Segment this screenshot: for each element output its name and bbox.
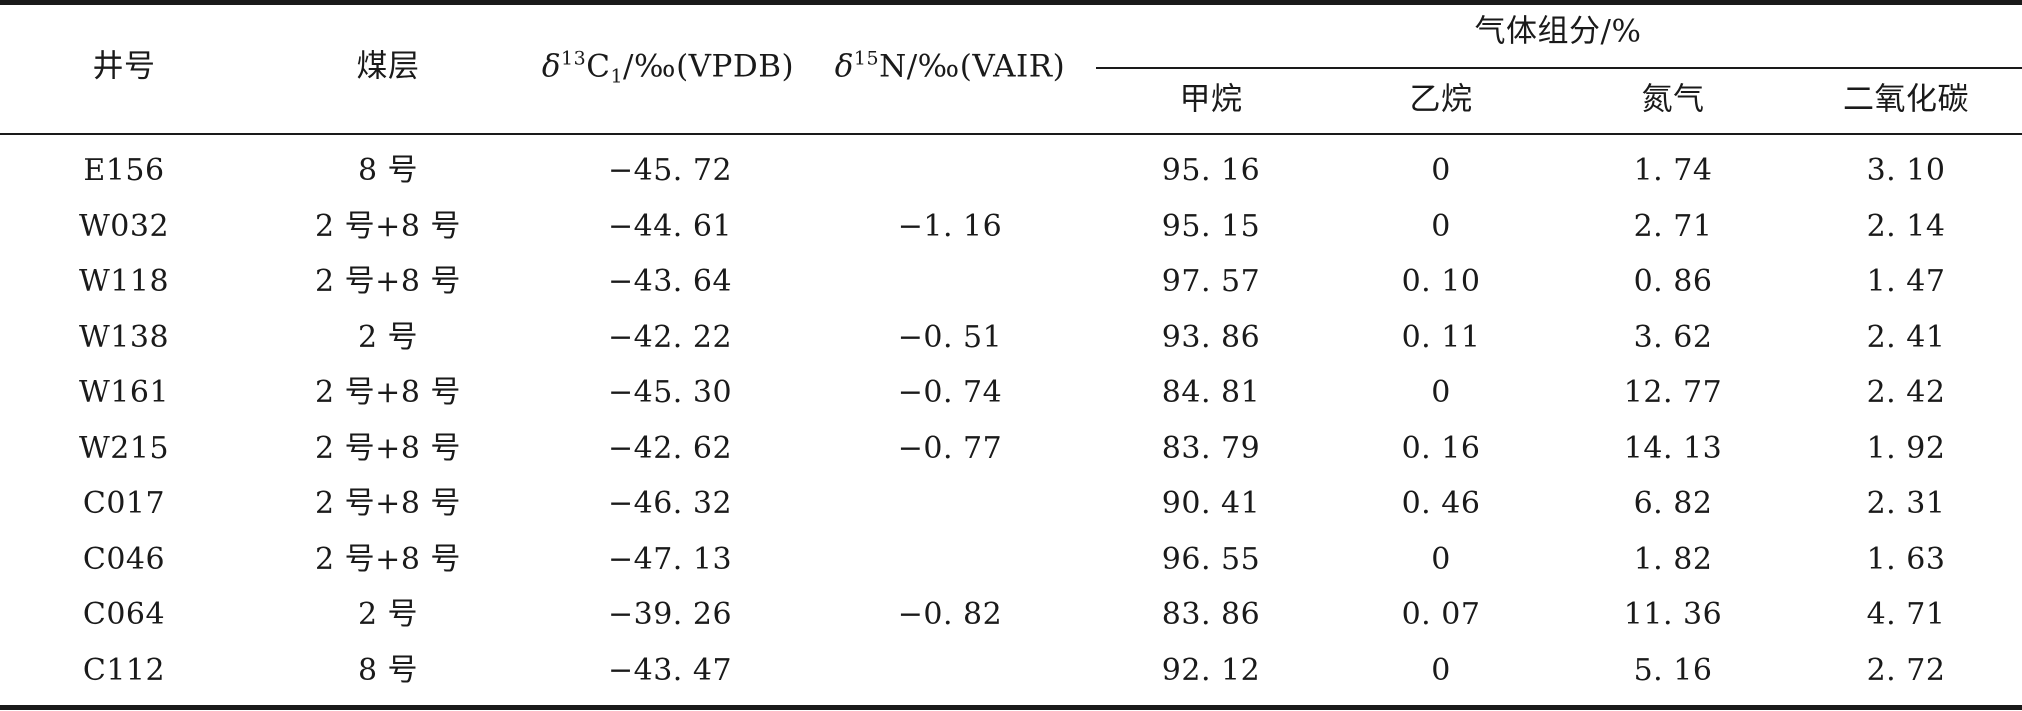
cell-co2: 3. 10 — [1866, 153, 1946, 188]
cell-seam: 8 号 — [357, 153, 419, 188]
cell-delta13c: −42. 22 — [607, 319, 733, 355]
cell-delta13c: −43. 64 — [607, 264, 733, 299]
cell-well: C017 — [82, 486, 166, 521]
delta-symbol: δ — [834, 48, 854, 85]
cell-nitrogen: 1. 74 — [1633, 153, 1713, 188]
table-bottom-rule — [0, 705, 2022, 710]
cell-well: C112 — [82, 652, 166, 688]
cell-ethane: 0. 07 — [1401, 597, 1481, 632]
cell-methane: 97. 57 — [1161, 264, 1261, 299]
cell-delta15n: −0. 51 — [897, 319, 1003, 355]
header-seam: 煤层 — [356, 48, 420, 85]
isotope-13: 13 — [561, 47, 587, 70]
cell-co2: 1. 92 — [1866, 430, 1946, 466]
cell-delta15n: −0. 77 — [897, 430, 1003, 466]
header-methane: 甲烷 — [1179, 81, 1243, 118]
cell-delta15n: −1. 16 — [897, 208, 1003, 244]
cell-ethane: 0 — [1431, 541, 1451, 577]
cell-seam: 2 号+8 号 — [315, 486, 461, 521]
cell-nitrogen: 6. 82 — [1633, 486, 1713, 521]
cell-methane: 95. 16 — [1161, 153, 1261, 188]
cell-co2: 2. 42 — [1866, 375, 1946, 410]
cell-co2: 2. 14 — [1866, 208, 1946, 244]
cell-delta15n: −0. 82 — [897, 597, 1003, 632]
cell-seam: 2 号 — [357, 319, 419, 355]
delta-symbol: δ — [541, 48, 562, 85]
cell-ethane: 0 — [1431, 375, 1451, 410]
cell-nitrogen: 2. 71 — [1633, 208, 1713, 244]
carbon-symbol: C — [586, 48, 611, 85]
cell-delta13c: −47. 13 — [607, 541, 733, 577]
header-ethane: 乙烷 — [1409, 81, 1473, 118]
cell-methane: 83. 79 — [1161, 430, 1261, 466]
cell-seam: 2 号+8 号 — [315, 208, 461, 244]
cell-ethane: 0. 11 — [1401, 319, 1481, 355]
cell-co2: 1. 63 — [1866, 541, 1946, 577]
cell-delta13c: −44. 61 — [607, 208, 733, 244]
cell-nitrogen: 0. 86 — [1633, 264, 1713, 299]
cell-co2: 2. 41 — [1866, 319, 1946, 355]
cell-well: W032 — [78, 208, 170, 244]
cell-methane: 84. 81 — [1161, 375, 1261, 410]
cell-ethane: 0 — [1431, 652, 1451, 688]
cell-well: W215 — [78, 430, 170, 466]
cell-seam: 2 号 — [357, 597, 419, 632]
cell-seam: 2 号+8 号 — [315, 430, 461, 466]
cell-methane: 92. 12 — [1161, 652, 1261, 688]
cell-delta13c: −45. 72 — [607, 153, 733, 188]
cell-seam: 2 号+8 号 — [315, 375, 461, 410]
cell-well: W138 — [78, 319, 170, 355]
cell-seam: 2 号+8 号 — [315, 541, 461, 577]
cell-well: W161 — [78, 375, 170, 410]
carbon-subscript: 1 — [610, 65, 624, 88]
cell-nitrogen: 12. 77 — [1623, 375, 1723, 410]
cell-delta13c: −39. 26 — [607, 597, 733, 632]
cell-co2: 2. 72 — [1866, 652, 1946, 688]
cell-nitrogen: 3. 62 — [1633, 319, 1713, 355]
isotope-15: 15 — [853, 47, 880, 70]
cell-delta13c: −42. 62 — [607, 430, 733, 466]
cell-co2: 2. 31 — [1866, 486, 1946, 521]
cell-nitrogen: 14. 13 — [1623, 430, 1723, 466]
cell-ethane: 0. 10 — [1401, 264, 1481, 299]
d13c-unit: /‰(VPDB) — [623, 48, 795, 85]
cell-delta13c: −43. 47 — [607, 652, 733, 688]
header-nitrogen: 氮气 — [1641, 81, 1705, 118]
cell-well: C046 — [82, 541, 166, 577]
header-co2: 二氧化碳 — [1843, 81, 1969, 118]
cell-methane: 96. 55 — [1161, 541, 1261, 577]
cell-delta13c: −46. 32 — [607, 486, 733, 521]
cell-nitrogen: 5. 16 — [1633, 652, 1713, 688]
cell-methane: 83. 86 — [1161, 597, 1261, 632]
cell-well: W118 — [78, 264, 170, 299]
header-delta13c: δ13C1/‰(VPDB) — [541, 48, 795, 86]
cell-ethane: 0 — [1431, 208, 1451, 244]
cell-well: C064 — [82, 597, 166, 632]
cell-co2: 1. 47 — [1866, 264, 1946, 299]
cell-seam: 2 号+8 号 — [315, 264, 461, 299]
cell-delta15n: −0. 74 — [897, 375, 1003, 410]
d15n-unit: N/‰(VAIR) — [879, 48, 1066, 85]
cell-nitrogen: 11. 36 — [1623, 597, 1723, 632]
cell-co2: 4. 71 — [1866, 597, 1946, 632]
table-top-rule — [0, 0, 2022, 5]
cell-methane: 95. 15 — [1161, 208, 1261, 244]
cell-delta13c: −45. 30 — [607, 375, 733, 410]
gas-group-rule — [1096, 67, 2022, 69]
cell-seam: 8 号 — [357, 652, 419, 688]
cell-methane: 93. 86 — [1161, 319, 1261, 355]
cell-ethane: 0. 16 — [1401, 430, 1481, 466]
header-gas-components: 气体组分/% — [1474, 13, 1642, 50]
cell-well: E156 — [83, 153, 165, 188]
header-bottom-rule — [0, 133, 2022, 135]
cell-ethane: 0 — [1431, 153, 1451, 188]
cell-methane: 90. 41 — [1161, 486, 1261, 521]
cell-ethane: 0. 46 — [1401, 486, 1481, 521]
header-well: 井号 — [92, 48, 156, 85]
cell-nitrogen: 1. 82 — [1633, 541, 1713, 577]
header-delta15n: δ15N/‰(VAIR) — [834, 48, 1066, 85]
